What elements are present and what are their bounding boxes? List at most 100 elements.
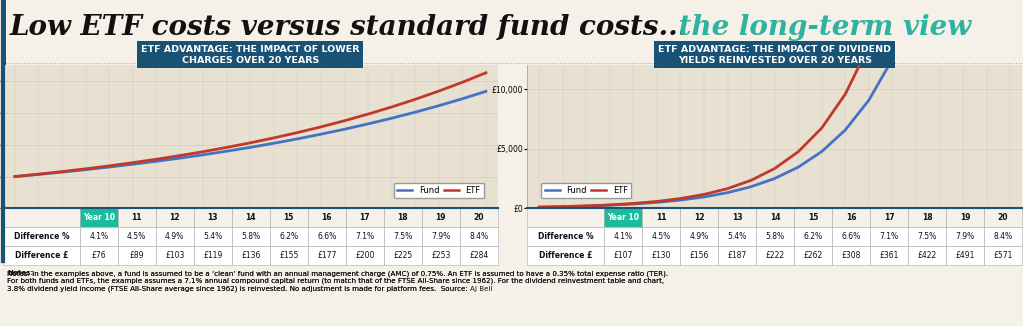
Bar — [908, 227, 946, 246]
Text: 4.9%: 4.9% — [690, 232, 709, 241]
Text: £136: £136 — [241, 251, 261, 260]
Text: 7.5%: 7.5% — [393, 232, 412, 241]
Bar — [680, 246, 718, 265]
Text: 20: 20 — [997, 213, 1009, 222]
Bar — [384, 227, 421, 246]
Text: £571: £571 — [993, 251, 1013, 260]
Bar — [155, 246, 193, 265]
Bar — [832, 208, 870, 227]
Bar — [794, 227, 832, 246]
Text: £361: £361 — [880, 251, 898, 260]
Title: ETF ADVANTAGE: THE IMPACT OF LOWER
CHARGES OVER 20 YEARS: ETF ADVANTAGE: THE IMPACT OF LOWER CHARG… — [141, 45, 360, 65]
Bar — [270, 227, 308, 246]
Bar — [718, 227, 756, 246]
Bar — [946, 227, 984, 246]
Bar — [346, 208, 384, 227]
Bar — [832, 246, 870, 265]
Bar — [604, 246, 642, 265]
Text: £130: £130 — [652, 251, 671, 260]
Text: the long-term view: the long-term view — [669, 14, 972, 41]
Bar — [421, 227, 459, 246]
Text: 4.5%: 4.5% — [652, 232, 671, 241]
Bar — [384, 208, 421, 227]
Bar — [459, 246, 497, 265]
Text: 5.4%: 5.4% — [204, 232, 222, 241]
Bar — [756, 246, 794, 265]
Text: £222: £222 — [765, 251, 785, 260]
Bar — [193, 246, 232, 265]
Bar — [270, 208, 308, 227]
Text: £76: £76 — [91, 251, 106, 260]
Text: 7.9%: 7.9% — [955, 232, 975, 241]
Text: 6.6%: 6.6% — [317, 232, 337, 241]
Text: £308: £308 — [841, 251, 860, 260]
Text: 12: 12 — [694, 213, 704, 222]
Bar — [794, 246, 832, 265]
Bar — [642, 227, 680, 246]
Text: 13: 13 — [208, 213, 218, 222]
Bar — [3, 0, 6, 66]
Text: 11: 11 — [656, 213, 666, 222]
Text: £422: £422 — [918, 251, 937, 260]
Bar — [984, 246, 1022, 265]
Bar — [308, 246, 346, 265]
Text: £155: £155 — [279, 251, 299, 260]
Text: £284: £284 — [470, 251, 488, 260]
Text: £119: £119 — [204, 251, 222, 260]
Text: 11: 11 — [132, 213, 142, 222]
Bar — [193, 208, 232, 227]
Text: £225: £225 — [393, 251, 412, 260]
Text: £156: £156 — [690, 251, 709, 260]
Bar — [232, 246, 270, 265]
Text: £107: £107 — [614, 251, 632, 260]
Text: 18: 18 — [922, 213, 932, 222]
Bar — [80, 227, 118, 246]
Bar — [80, 208, 118, 227]
Text: 4.5%: 4.5% — [127, 232, 146, 241]
Text: 14: 14 — [769, 213, 781, 222]
Title: ETF ADVANTAGE: THE IMPACT OF DIVIDEND
YIELDS REINVESTED OVER 20 YEARS: ETF ADVANTAGE: THE IMPACT OF DIVIDEND YI… — [658, 45, 891, 65]
Bar — [832, 227, 870, 246]
Text: £89: £89 — [130, 251, 144, 260]
Bar — [642, 208, 680, 227]
Bar — [604, 208, 642, 227]
Text: 16: 16 — [321, 213, 331, 222]
Text: 5.4%: 5.4% — [727, 232, 747, 241]
Text: 8.4%: 8.4% — [470, 232, 488, 241]
Text: 7.1%: 7.1% — [880, 232, 898, 241]
Text: 20: 20 — [474, 213, 484, 222]
Text: 17: 17 — [884, 213, 894, 222]
Bar — [680, 208, 718, 227]
Text: Notes: In the examples above, a fund is assumed to be a ‘clean’ fund with an ann: Notes: In the examples above, a fund is … — [7, 270, 668, 292]
Text: Difference %: Difference % — [13, 232, 70, 241]
Text: Year 10: Year 10 — [607, 213, 639, 222]
Text: £262: £262 — [803, 251, 822, 260]
Text: Difference £: Difference £ — [539, 251, 592, 260]
Text: Notes: In the examples above, a fund is assumed to be a ‘clean’ fund with an ann: Notes: In the examples above, a fund is … — [7, 270, 668, 292]
Bar — [908, 208, 946, 227]
Text: 5.8%: 5.8% — [765, 232, 785, 241]
Bar — [642, 246, 680, 265]
Bar — [459, 208, 497, 227]
Text: £200: £200 — [355, 251, 374, 260]
Text: Low ETF costs versus standard fund costs...: Low ETF costs versus standard fund costs… — [9, 14, 687, 41]
Bar — [118, 246, 155, 265]
Text: 6.6%: 6.6% — [841, 232, 860, 241]
Bar — [756, 227, 794, 246]
Bar — [870, 227, 908, 246]
Text: 17: 17 — [359, 213, 370, 222]
Text: 4.1%: 4.1% — [614, 232, 632, 241]
Bar — [155, 208, 193, 227]
Bar — [459, 227, 497, 246]
Legend: Fund, ETF: Fund, ETF — [394, 183, 484, 199]
Text: £491: £491 — [955, 251, 975, 260]
Text: 19: 19 — [960, 213, 970, 222]
Bar — [346, 246, 384, 265]
Text: 19: 19 — [436, 213, 446, 222]
Bar — [604, 227, 642, 246]
Bar — [421, 208, 459, 227]
Legend: Fund, ETF: Fund, ETF — [541, 183, 631, 199]
Bar — [3, 246, 80, 265]
Bar — [794, 208, 832, 227]
Bar — [756, 208, 794, 227]
